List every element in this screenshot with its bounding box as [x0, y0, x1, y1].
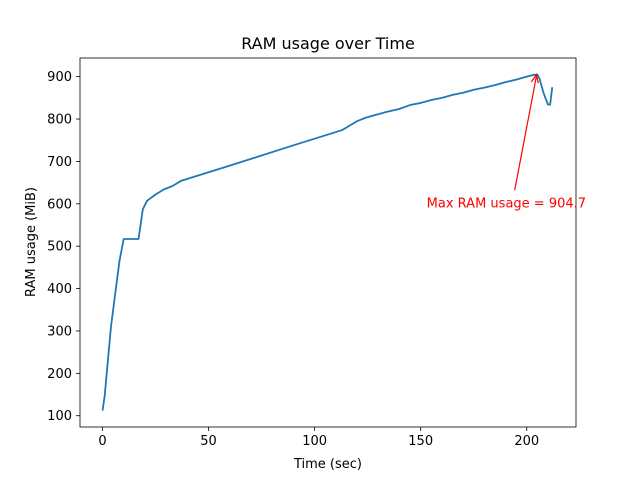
x-tick-label: 0	[98, 434, 106, 449]
y-axis-ticks: 100 200 300 400 500 600 700 800 900	[47, 70, 80, 424]
x-tick-label: 200	[514, 434, 539, 449]
annotations: Max RAM usage = 904.7	[427, 73, 586, 211]
plot-area	[79, 57, 577, 428]
y-tick-label: 300	[47, 324, 72, 339]
y-tick-label: 900	[47, 70, 72, 85]
annotation-arrow-line	[514, 76, 537, 191]
annotation-text: Max RAM usage = 904.7	[427, 196, 586, 211]
plot-frame	[79, 57, 577, 428]
annotation-arrow-head	[530, 73, 539, 84]
series-line-0	[101, 73, 554, 411]
y-tick-label: 200	[47, 367, 72, 382]
y-axis-label: RAM usage (MiB)	[24, 187, 39, 297]
y-tick-label: 100	[47, 409, 72, 424]
chart-title: RAM usage over Time	[241, 34, 415, 53]
y-tick-label: 700	[47, 155, 72, 170]
x-tick-label: 50	[200, 434, 217, 449]
x-tick-label: 150	[408, 434, 433, 449]
y-tick-label: 600	[47, 197, 72, 212]
x-axis-label: Time (sec)	[293, 457, 362, 472]
x-axis-ticks: 0 50 100 150 200	[98, 427, 539, 449]
y-tick-label: 500	[47, 240, 72, 255]
y-tick-label: 400	[47, 282, 72, 297]
y-tick-label: 800	[47, 113, 72, 128]
x-tick-label: 100	[302, 434, 327, 449]
